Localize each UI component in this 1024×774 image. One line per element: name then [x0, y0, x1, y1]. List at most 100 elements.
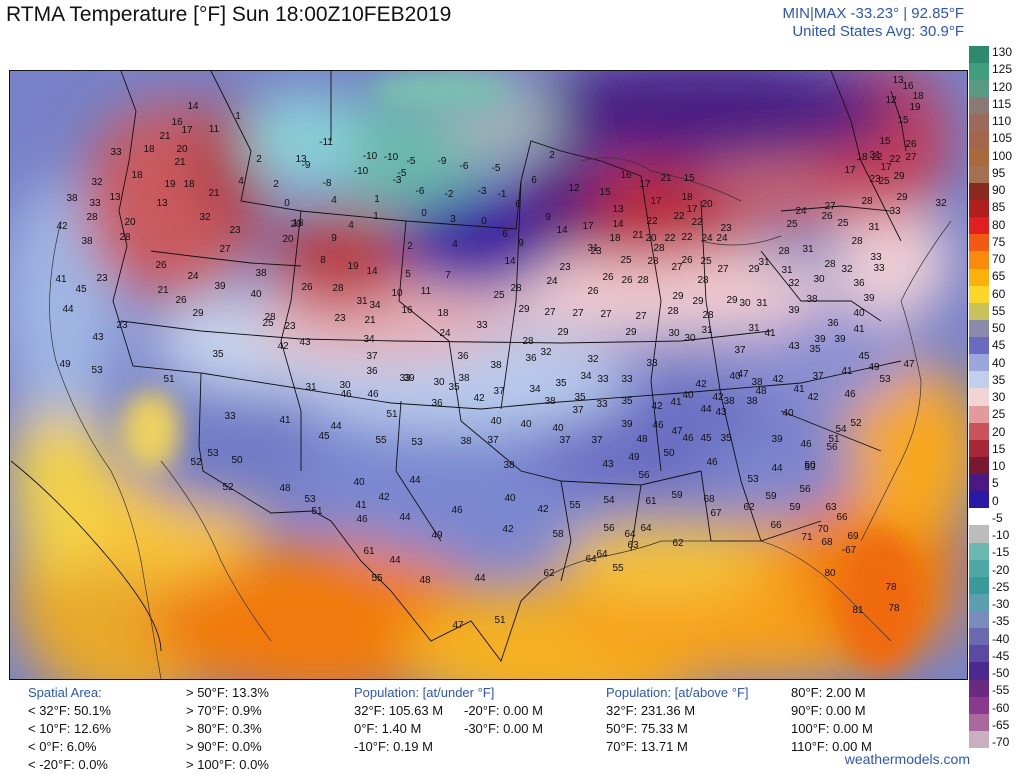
temperature-label: 28	[510, 283, 522, 294]
temperature-label: 29	[896, 192, 908, 203]
population-under-row: 0°F: 1.40 M	[354, 721, 422, 736]
temperature-label: 23	[720, 223, 732, 234]
temperature-label: 42	[651, 401, 663, 412]
temperature-label: 48	[419, 575, 431, 586]
temperature-label: 23	[284, 321, 296, 332]
temperature-label: 42	[712, 392, 724, 403]
temperature-label: 68	[703, 494, 715, 505]
temperature-label: 32	[587, 354, 599, 365]
us-average-readout: United States Avg: 30.9°F	[792, 23, 964, 40]
temperature-label: 16	[620, 170, 632, 181]
colorbar-tick-label: 0	[992, 493, 999, 508]
temperature-label: 50	[804, 460, 816, 471]
colorbar-segment	[969, 388, 989, 407]
temperature-label: 53	[747, 474, 759, 485]
temperature-label: 29	[625, 327, 637, 338]
temperature-label: 32	[788, 278, 800, 289]
temperature-label: 41	[764, 328, 776, 339]
spatial-above-row: > 80°F: 0.3%	[186, 721, 262, 736]
colorbar-segment	[969, 456, 989, 475]
temperature-map[interactable]: 14 16 11 17 21 18 33 20 21 18 19 32 13 21 18 38 33 13 32 23…	[9, 70, 968, 680]
temperature-label: 40	[504, 493, 516, 504]
temperature-label: 42	[378, 492, 390, 503]
temperature-label: 24	[187, 271, 199, 282]
temperature-label: 16	[171, 117, 183, 128]
temperature-label: 28	[861, 196, 873, 207]
temperature-label: 59	[789, 502, 801, 513]
colorbar-tick-label: 35	[992, 372, 1006, 387]
colorbar-tick-label: 65	[992, 269, 1006, 284]
temperature-label: -8	[323, 178, 332, 189]
temperature-label: 0	[284, 198, 290, 209]
population-under-column: Population: [at/under °F] 32°F: 105.63 M…	[354, 684, 494, 756]
temperature-label: 41	[841, 366, 853, 377]
temperature-label: 41	[355, 500, 367, 511]
population-above-row: 100°F: 0.00 M	[791, 721, 873, 736]
temperature-label: 64	[585, 554, 597, 565]
colorbar-tick-label: -70	[992, 735, 1010, 749]
population-above-row: 70°F: 13.71 M	[606, 739, 688, 754]
temperature-label: -9	[438, 156, 447, 167]
temperature-label: 46	[800, 439, 812, 450]
temperature-label: 1	[374, 194, 380, 205]
temperature-label: 25	[262, 318, 274, 329]
footer-stats: Spatial Area: < 32°F: 50.1% < 10°F: 12.6…	[0, 680, 970, 772]
colorbar-tick-label: 70	[992, 252, 1006, 266]
temperature-label: 26	[602, 272, 614, 283]
temperature-label: 54	[835, 424, 847, 435]
temperature-label: 37	[366, 351, 378, 362]
temperature-label: 56	[603, 523, 615, 534]
population-under-row: -20°F: 0.00 M	[464, 703, 543, 718]
colorbar-segment	[969, 439, 989, 458]
temperature-label: 31	[748, 323, 760, 334]
temperature-label: 26	[681, 255, 693, 266]
temperature-label: 36	[457, 351, 469, 362]
temperature-label: 38	[751, 377, 763, 388]
colorbar-segment	[969, 713, 989, 732]
temperature-label: 31	[701, 325, 713, 336]
min-max-readout: MIN|MAX -33.23° | 92.85°F	[782, 5, 964, 22]
temperature-label: 45	[700, 433, 712, 444]
temperature-label: 8	[320, 255, 326, 266]
temperature-label: 14	[504, 256, 516, 267]
colorbar-tick-label: 45	[992, 338, 1006, 353]
colorbar-segment	[969, 251, 989, 270]
temperature-label: 14	[556, 225, 568, 236]
temperature-label: 37	[559, 435, 571, 446]
temperature-label: 59	[804, 462, 816, 473]
colorbar-segment	[969, 371, 989, 389]
colorbar-tick-label: -20	[992, 562, 1010, 577]
temperature-label: 9	[518, 238, 524, 249]
temperature-label: 28	[119, 232, 131, 243]
temperature-label: 26	[175, 295, 187, 306]
temperature-label: 66	[836, 512, 848, 523]
colorbar-segment	[969, 182, 989, 201]
temperature-label: 54	[603, 495, 615, 506]
temperature-label: 52	[190, 457, 202, 468]
temperature-label: 22	[646, 216, 658, 227]
temperature-label: 3	[450, 214, 456, 225]
population-above-heading: Population: [at/above °F]	[606, 685, 749, 700]
colorbar-segment	[969, 302, 989, 321]
temperature-label: 20	[282, 234, 294, 245]
temperature-label: 29	[893, 171, 905, 182]
boundaries	[10, 71, 907, 662]
temperature-label: 28	[637, 275, 649, 286]
colorbar-segment	[969, 508, 989, 526]
temperature-label: 21	[208, 188, 220, 199]
temperature-label: 37	[487, 435, 499, 446]
temperature-label: 13	[892, 75, 904, 86]
temperature-label: 43	[602, 459, 614, 470]
temperature-label: -67	[842, 545, 857, 556]
temperature-label: 45	[75, 284, 87, 295]
map-title: RTMA Temperature [°F] Sun 18:00Z10FEB201…	[6, 3, 452, 26]
colorbar-tick-label: 25	[992, 407, 1006, 422]
temperature-label: 46	[652, 420, 664, 431]
colorbar-tick-label: 15	[992, 441, 1006, 456]
credit-link[interactable]: weathermodels.com	[844, 751, 970, 767]
temperature-label: 27	[572, 308, 584, 319]
colorbar-segment	[969, 200, 989, 218]
temperature-label: 33	[870, 252, 882, 263]
temperature-label: 16	[902, 81, 914, 92]
